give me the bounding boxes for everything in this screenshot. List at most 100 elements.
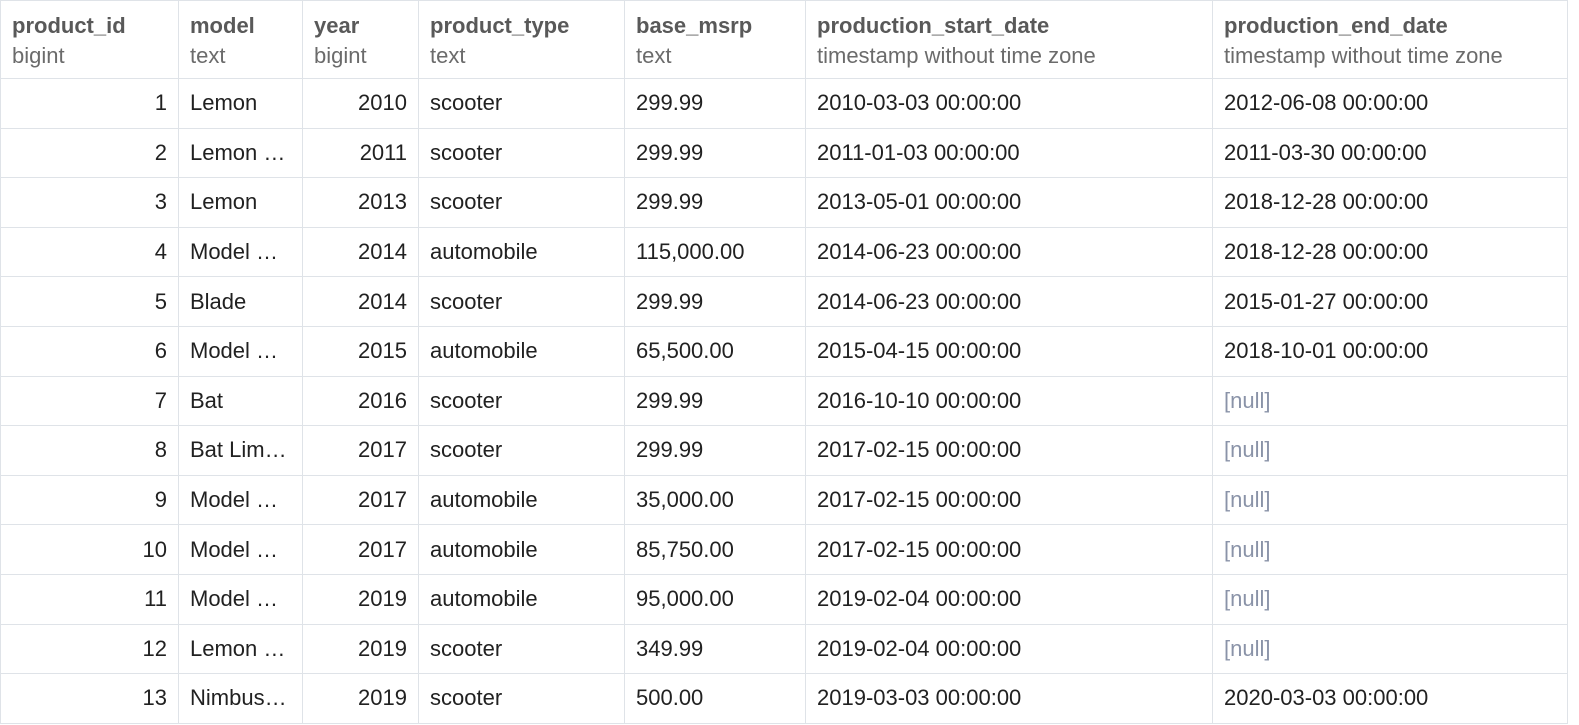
cell-year[interactable]: 2017 [302, 425, 419, 476]
cell-production-start-date[interactable]: 2014-06-23 00:00:00 [805, 276, 1213, 327]
column-header-model[interactable]: model text [178, 0, 303, 79]
cell-product-id[interactable]: 13 [0, 673, 179, 724]
cell-product-id[interactable]: 9 [0, 474, 179, 526]
cell-year[interactable]: 2016 [302, 375, 419, 427]
cell-model[interactable]: Lemon … [178, 623, 303, 675]
cell-product-type[interactable]: automobile [418, 226, 625, 278]
cell-production-start-date[interactable]: 2014-06-23 00:00:00 [805, 226, 1213, 278]
cell-product-type[interactable]: scooter [418, 78, 625, 129]
cell-base-msrp[interactable]: 115,000.00 [624, 226, 806, 278]
cell-year[interactable]: 2010 [302, 78, 419, 129]
cell-production-end-date[interactable]: 2015-01-27 00:00:00 [1212, 276, 1568, 327]
cell-production-start-date[interactable]: 2019-02-04 00:00:00 [805, 573, 1213, 625]
cell-model[interactable]: Model E… [178, 474, 303, 526]
cell-year[interactable]: 2019 [302, 673, 419, 724]
cell-production-start-date[interactable]: 2019-02-04 00:00:00 [805, 623, 1213, 675]
table-row[interactable]: 10 Model … 2017 automobile 85,750.00 2017-02-… [0, 524, 1568, 575]
cell-product-type[interactable]: scooter [418, 425, 625, 476]
cell-year[interactable]: 2015 [302, 325, 419, 377]
cell-product-id[interactable]: 5 [0, 276, 179, 327]
cell-production-start-date[interactable]: 2017-02-15 00:00:00 [805, 524, 1213, 575]
cell-base-msrp[interactable]: 65,500.00 [624, 325, 806, 377]
cell-model[interactable]: Model … [178, 524, 303, 575]
table-row[interactable]: 6 Model S… 2015 automobile 65,500.00 2015-04-… [0, 325, 1568, 377]
cell-production-start-date[interactable]: 2016-10-10 00:00:00 [805, 375, 1213, 427]
cell-base-msrp[interactable]: 500.00 [624, 673, 806, 724]
cell-model[interactable]: Lemon [178, 78, 303, 129]
cell-base-msrp[interactable]: 299.99 [624, 177, 806, 228]
table-row[interactable]: 3 Lemon 2013 scooter 299.99 2013-05-01 00:00:… [0, 177, 1568, 228]
cell-production-start-date[interactable]: 2010-03-03 00:00:00 [805, 78, 1213, 129]
cell-model[interactable]: Lemon [178, 177, 303, 228]
column-header-base-msrp[interactable]: base_msrp text [624, 0, 806, 79]
cell-production-end-date[interactable]: [null] [1212, 573, 1568, 625]
column-header-year[interactable]: year bigint [302, 0, 419, 79]
cell-product-type[interactable]: scooter [418, 276, 625, 327]
cell-production-end-date[interactable]: 2012-06-08 00:00:00 [1212, 78, 1568, 129]
cell-production-end-date[interactable]: 2011-03-30 00:00:00 [1212, 127, 1568, 179]
cell-product-id[interactable]: 6 [0, 325, 179, 377]
cell-production-start-date[interactable]: 2017-02-15 00:00:00 [805, 425, 1213, 476]
cell-base-msrp[interactable]: 299.99 [624, 425, 806, 476]
table-row[interactable]: 4 Model … 2014 automobile 115,000.00 2014-06-… [0, 226, 1568, 278]
cell-product-id[interactable]: 4 [0, 226, 179, 278]
table-row[interactable]: 5 Blade 2014 scooter 299.99 2014-06-23 00:00:… [0, 276, 1568, 327]
cell-product-type[interactable]: scooter [418, 623, 625, 675]
cell-product-id[interactable]: 11 [0, 573, 179, 625]
cell-product-type[interactable]: automobile [418, 524, 625, 575]
column-header-production-start-date[interactable]: production_start_date timestamp without t… [805, 0, 1213, 79]
cell-base-msrp[interactable]: 35,000.00 [624, 474, 806, 526]
cell-model[interactable]: Model … [178, 573, 303, 625]
cell-product-id[interactable]: 3 [0, 177, 179, 228]
cell-model[interactable]: Model … [178, 226, 303, 278]
cell-model[interactable]: Model S… [178, 325, 303, 377]
cell-base-msrp[interactable]: 299.99 [624, 127, 806, 179]
cell-production-end-date[interactable]: 2018-12-28 00:00:00 [1212, 226, 1568, 278]
column-header-product-id[interactable]: product_id bigint [0, 0, 179, 79]
cell-production-end-date[interactable]: [null] [1212, 524, 1568, 575]
cell-production-end-date[interactable]: [null] [1212, 375, 1568, 427]
cell-production-end-date[interactable]: 2018-10-01 00:00:00 [1212, 325, 1568, 377]
cell-model[interactable]: Bat [178, 375, 303, 427]
cell-product-id[interactable]: 8 [0, 425, 179, 476]
table-row[interactable]: 8 Bat Limi… 2017 scooter 299.99 2017-02-15 00… [0, 425, 1568, 476]
cell-model[interactable]: Blade [178, 276, 303, 327]
cell-year[interactable]: 2019 [302, 573, 419, 625]
cell-product-id[interactable]: 1 [0, 78, 179, 129]
table-row[interactable]: 2 Lemon … 2011 scooter 299.99 2011-01-03 00:0… [0, 127, 1568, 179]
cell-base-msrp[interactable]: 85,750.00 [624, 524, 806, 575]
cell-product-type[interactable]: scooter [418, 177, 625, 228]
table-row[interactable]: 13 Nimbus… 2019 scooter 500.00 2019-03-03 00:… [0, 673, 1568, 724]
cell-base-msrp[interactable]: 299.99 [624, 375, 806, 427]
cell-year[interactable]: 2019 [302, 623, 419, 675]
cell-product-type[interactable]: scooter [418, 127, 625, 179]
cell-production-end-date[interactable]: 2018-12-28 00:00:00 [1212, 177, 1568, 228]
cell-product-type[interactable]: automobile [418, 325, 625, 377]
cell-base-msrp[interactable]: 299.99 [624, 78, 806, 129]
cell-production-end-date[interactable]: [null] [1212, 474, 1568, 526]
cell-production-start-date[interactable]: 2013-05-01 00:00:00 [805, 177, 1213, 228]
cell-product-type[interactable]: automobile [418, 474, 625, 526]
cell-production-start-date[interactable]: 2011-01-03 00:00:00 [805, 127, 1213, 179]
cell-year[interactable]: 2017 [302, 524, 419, 575]
cell-base-msrp[interactable]: 349.99 [624, 623, 806, 675]
cell-production-start-date[interactable]: 2017-02-15 00:00:00 [805, 474, 1213, 526]
table-row[interactable]: 9 Model E… 2017 automobile 35,000.00 2017-02-… [0, 474, 1568, 526]
cell-production-start-date[interactable]: 2015-04-15 00:00:00 [805, 325, 1213, 377]
cell-product-type[interactable]: scooter [418, 375, 625, 427]
cell-model[interactable]: Nimbus… [178, 673, 303, 724]
cell-year[interactable]: 2013 [302, 177, 419, 228]
table-row[interactable]: 12 Lemon … 2019 scooter 349.99 2019-02-04 00:… [0, 623, 1568, 675]
table-row[interactable]: 11 Model … 2019 automobile 95,000.00 2019-02-… [0, 573, 1568, 625]
table-row[interactable]: 1 Lemon 2010 scooter 299.99 2010-03-03 00:00:… [0, 78, 1568, 129]
cell-year[interactable]: 2014 [302, 276, 419, 327]
cell-production-end-date[interactable]: 2020-03-03 00:00:00 [1212, 673, 1568, 724]
cell-product-id[interactable]: 7 [0, 375, 179, 427]
cell-model[interactable]: Bat Limi… [178, 425, 303, 476]
cell-production-start-date[interactable]: 2019-03-03 00:00:00 [805, 673, 1213, 724]
cell-model[interactable]: Lemon … [178, 127, 303, 179]
column-header-production-end-date[interactable]: production_end_date timestamp without tim… [1212, 0, 1568, 79]
cell-product-id[interactable]: 12 [0, 623, 179, 675]
cell-production-end-date[interactable]: [null] [1212, 425, 1568, 476]
cell-base-msrp[interactable]: 299.99 [624, 276, 806, 327]
